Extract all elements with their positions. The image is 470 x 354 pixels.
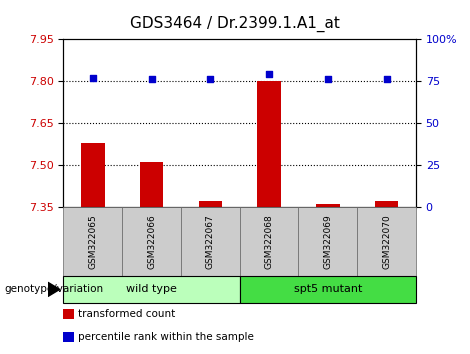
Text: GDS3464 / Dr.2399.1.A1_at: GDS3464 / Dr.2399.1.A1_at [130,16,340,32]
Bar [81,143,104,207]
Text: GSM322065: GSM322065 [88,214,97,269]
Text: genotype/variation: genotype/variation [5,284,104,295]
Bar [258,81,281,207]
Text: GSM322068: GSM322068 [265,214,274,269]
Point [207,76,214,82]
Text: spt5 mutant: spt5 mutant [294,284,362,295]
Text: percentile rank within the sample: percentile rank within the sample [78,332,254,342]
Bar [140,162,164,207]
Bar [375,201,399,207]
Text: GSM322069: GSM322069 [323,214,332,269]
Point [148,76,155,82]
Text: wild type: wild type [126,284,177,295]
Point [265,72,273,77]
Bar [198,201,222,207]
Point [324,76,332,82]
Text: transformed count: transformed count [78,309,176,319]
Text: GSM322067: GSM322067 [206,214,215,269]
Point [89,75,97,80]
Polygon shape [48,282,60,297]
Text: GSM322070: GSM322070 [382,214,391,269]
Text: GSM322066: GSM322066 [147,214,156,269]
Point [383,76,390,82]
Bar [316,204,339,207]
